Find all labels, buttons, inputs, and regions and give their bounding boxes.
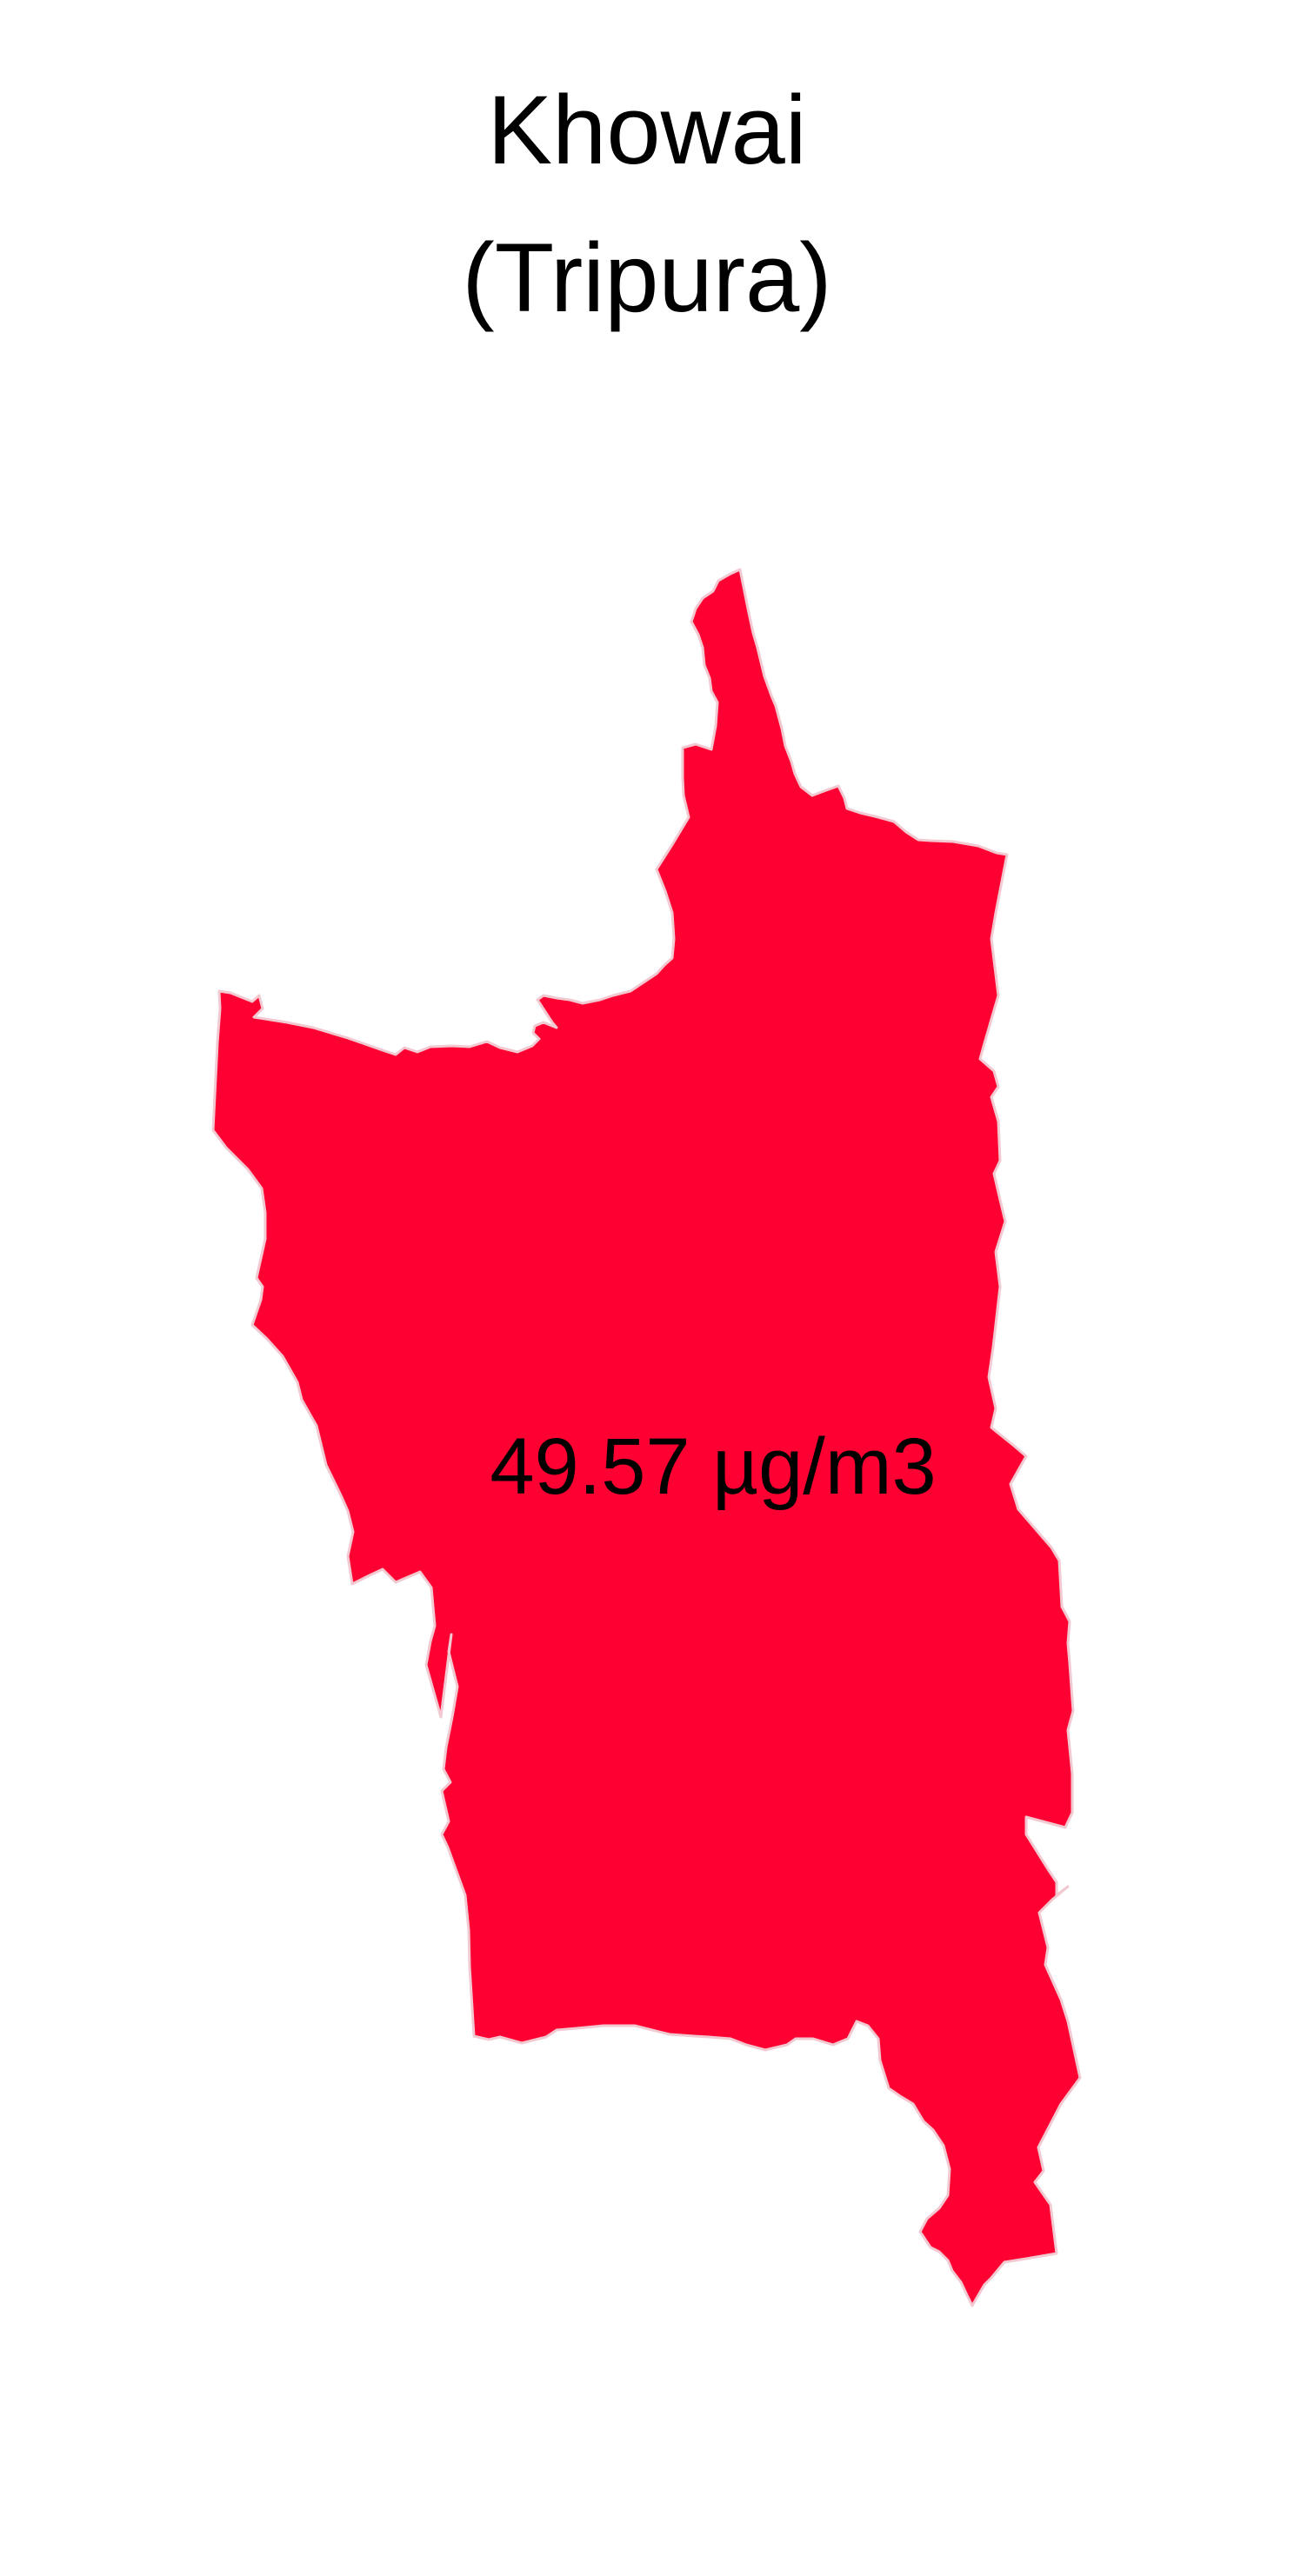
map-title-district: Khowai (487, 76, 806, 184)
district-khowai-shape (211, 568, 1082, 2307)
map-title-state: (Tripura) (462, 223, 831, 332)
district-value-label: 49.57 µg/m3 (490, 1422, 936, 1511)
